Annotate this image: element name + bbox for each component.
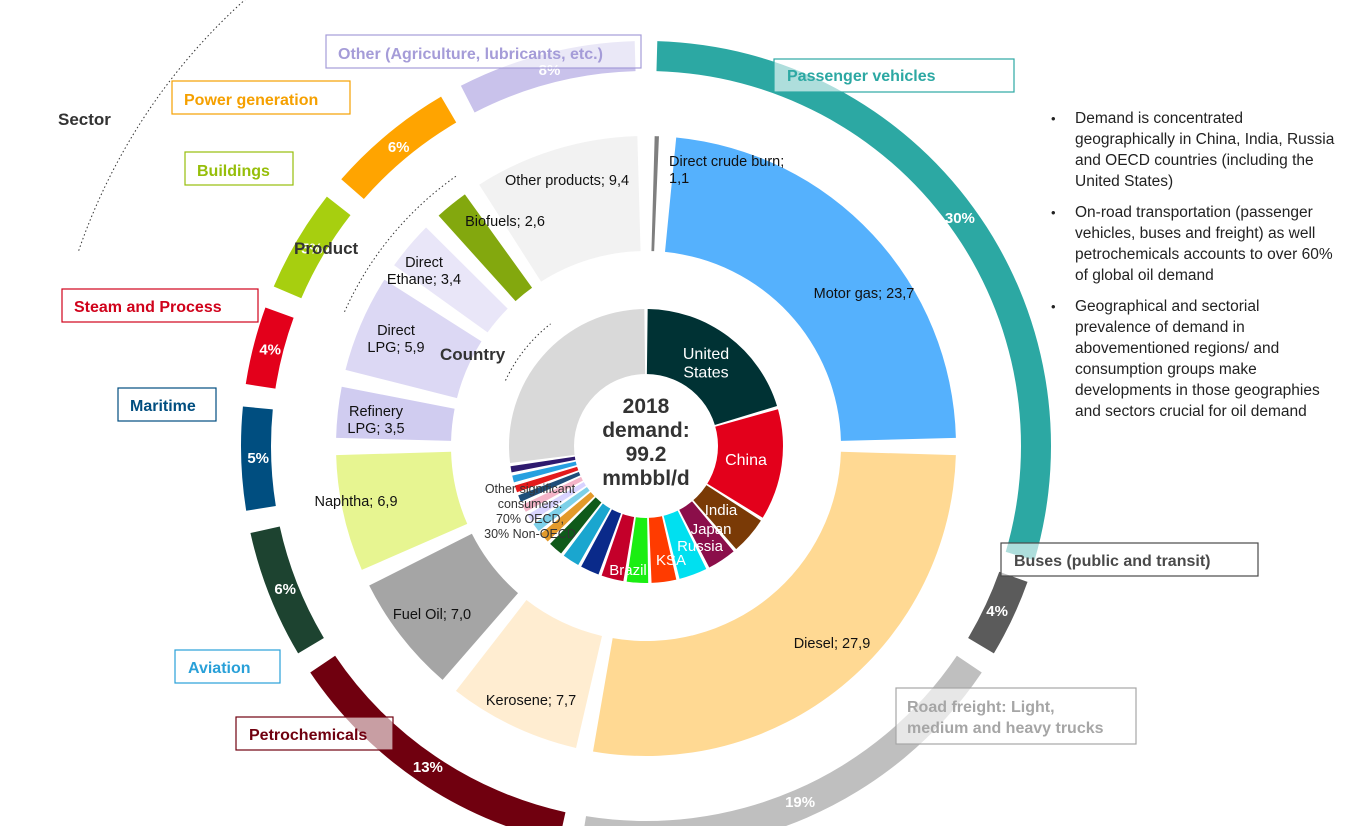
sector-label-buildings-7: Buildings xyxy=(197,163,270,180)
product-segment-biofuels-2-6-9 xyxy=(438,194,533,302)
country-label-japan-3: Japan xyxy=(691,521,732,538)
sector-label-box xyxy=(235,716,394,751)
product-segment-fuel-oil-7-0-4 xyxy=(369,533,519,680)
sector-value-label: 4% xyxy=(986,603,1008,620)
product-segment-refinery-lpg-3-5-6 xyxy=(336,386,455,441)
sector-label-passenger-vehicles-0: Passenger vehicles xyxy=(787,68,936,85)
sector-label-box xyxy=(174,649,281,684)
ring-title-country-2: Country xyxy=(440,345,506,364)
sector-label-box xyxy=(61,288,259,323)
product-segment-direct-crude-burn-1-1-0 xyxy=(651,136,659,252)
country-label-china-1: China xyxy=(725,452,767,469)
sector-label-maritime-5: Maritime xyxy=(130,398,196,415)
donut-center xyxy=(574,374,718,518)
sector-value-label: 5% xyxy=(247,450,269,467)
sector-label-box xyxy=(325,34,642,69)
sector-segment-steam-and-process-6 xyxy=(245,307,294,389)
note-item: Geographical and sectorial prevalence of… xyxy=(1048,296,1338,422)
product-label-direct-lpg-5-9-7: Direct LPG; 5,9 xyxy=(367,323,424,356)
product-segment-motor-gas-23-7-1 xyxy=(665,137,956,441)
sector-label-petrochemicals-3: Petrochemicals xyxy=(249,727,367,744)
country-label-brazil-7: Brazil xyxy=(609,562,647,579)
product-segment-diesel-27-9-2 xyxy=(593,451,956,757)
sector-value-label: 13% xyxy=(413,759,443,776)
ring-guide-arc xyxy=(344,175,458,312)
sector-label-box xyxy=(117,387,217,422)
product-segment-other-products-9-4-10 xyxy=(479,136,641,282)
sector-segment-petrochemicals-3 xyxy=(310,655,566,826)
country-label-russia-4: Russia xyxy=(677,538,724,555)
sector-label-box xyxy=(773,58,1015,93)
product-segment-direct-ethane-3-4-8 xyxy=(394,227,508,333)
sector-label-buses-public-and-transit-1: Buses (public and transit) xyxy=(1014,553,1210,570)
sector-value-label: 30% xyxy=(945,210,975,227)
sector-value-label: 6% xyxy=(274,581,296,598)
sector-label-box xyxy=(184,151,294,186)
note-item: On-road transportation (passenger vehicl… xyxy=(1048,202,1338,286)
product-segment-naphtha-6-9-5 xyxy=(336,451,468,570)
sector-segment-aviation-4 xyxy=(250,526,324,654)
product-label-fuel-oil-7-0-4: Fuel Oil; 7,0 xyxy=(393,607,471,623)
product-label-direct-crude-burn-1-1-0: Direct crude burn; 1,1 xyxy=(669,154,784,187)
ring-title-sector-0: Sector xyxy=(58,110,111,129)
product-label-direct-ethane-3-4-8: Direct Ethane; 3,4 xyxy=(387,255,461,288)
sector-label-power-generation-8: Power generation xyxy=(184,92,318,109)
notes-list: Demand is concentrated geographically in… xyxy=(1048,108,1338,432)
country-label-ksa-5: KSA xyxy=(656,552,686,569)
sector-segment-buses-public-and-transit-1 xyxy=(968,571,1028,654)
sector-value-label: 4% xyxy=(259,342,281,359)
chart-labels: 30%4%19%13%6%5%4%5%6%8% Passenger vehicle… xyxy=(58,34,1259,811)
product-ring xyxy=(336,136,956,757)
sector-label-steam-and-process-6: Steam and Process xyxy=(74,299,222,316)
country-label-united-states-0: United States xyxy=(683,346,729,382)
product-label-refinery-lpg-3-5-6: Refinery LPG; 3,5 xyxy=(347,404,404,437)
country-label-india-2: India xyxy=(705,502,738,519)
sector-label-box xyxy=(171,80,351,115)
product-label-motor-gas-23-7-1: Motor gas; 23,7 xyxy=(814,286,915,302)
sector-value-label: 6% xyxy=(388,139,410,156)
sector-segment-maritime-5 xyxy=(240,406,276,511)
sector-label-box xyxy=(1000,542,1259,577)
product-segment-direct-lpg-5-9-7 xyxy=(345,279,482,399)
sector-segment-power-generation-8 xyxy=(341,96,457,199)
sector-label-box xyxy=(895,687,1137,745)
product-label-diesel-27-9-2: Diesel; 27,9 xyxy=(794,636,871,652)
sector-label-aviation-4: Aviation xyxy=(188,660,251,677)
sector-label-other-agriculture-lubricants-etc-9: Other (Agriculture, lubricants, etc.) xyxy=(338,46,603,63)
product-label-kerosene-7-7-3: Kerosene; 7,7 xyxy=(486,693,576,709)
ring-guide-arcs xyxy=(78,0,551,381)
product-label-other-products-9-4-10: Other products; 9,4 xyxy=(505,173,629,189)
ring-guide-arc xyxy=(78,0,246,251)
product-segment-kerosene-7-7-3 xyxy=(455,600,602,748)
sector-label-road-freight-light-medium-and-heavy--2: Road freight: Light, medium and heavy tru… xyxy=(907,699,1104,737)
product-label-naphtha-6-9-5: Naphtha; 6,9 xyxy=(314,494,397,510)
sector-segment-buildings-7 xyxy=(273,196,351,299)
sector-value-label: 5% xyxy=(301,241,323,258)
country-ring xyxy=(509,309,783,583)
sector-value-label: 19% xyxy=(785,794,815,811)
country-label-other-significant-consumers-70-oecd--19: Other significant consumers: 70% OECD, 30% … xyxy=(484,482,576,541)
note-item: Demand is concentrated geographically in… xyxy=(1048,108,1338,192)
product-label-biofuels-2-6-9: Biofuels; 2,6 xyxy=(465,214,545,230)
center-demand-label: 2018 demand: 99.2 mmbbl/d xyxy=(602,395,690,490)
ring-title-product-1: Product xyxy=(294,239,359,258)
ring-guide-arc xyxy=(505,323,551,381)
